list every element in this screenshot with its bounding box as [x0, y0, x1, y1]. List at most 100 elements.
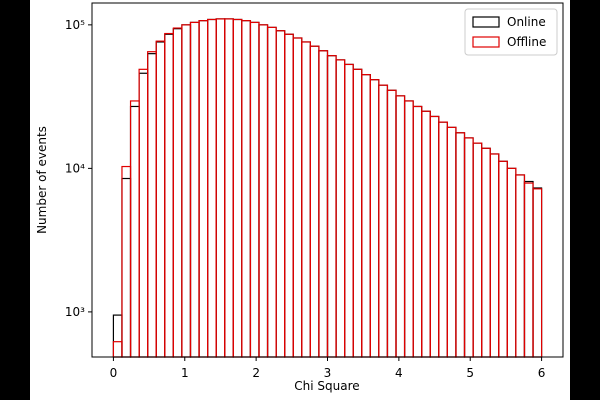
bar	[112, 341, 123, 358]
bar	[498, 160, 508, 358]
bar	[481, 147, 491, 358]
bar	[198, 20, 209, 358]
bar	[189, 21, 200, 358]
legend-box	[464, 8, 558, 56]
bar	[292, 37, 303, 358]
bar	[455, 132, 466, 358]
bar	[129, 100, 140, 358]
bar	[121, 177, 132, 358]
legend-label: Offline	[507, 35, 546, 49]
y-tick-label: 10⁴	[65, 161, 85, 175]
bar	[207, 18, 217, 358]
bar	[421, 110, 431, 358]
y-axis-label: Number of events	[35, 126, 49, 234]
bar	[472, 142, 483, 358]
bar	[429, 115, 440, 358]
bar	[395, 95, 406, 358]
bar	[386, 89, 397, 358]
bar	[258, 24, 269, 358]
bar	[335, 59, 346, 358]
bar	[147, 53, 157, 358]
bar	[326, 55, 337, 358]
bar	[412, 105, 423, 358]
bar	[309, 45, 320, 358]
side-strip	[0, 0, 30, 400]
bar	[232, 18, 243, 358]
bar	[224, 18, 234, 358]
bar	[403, 100, 414, 358]
bar	[155, 41, 166, 358]
bar	[455, 132, 466, 358]
bar	[258, 24, 269, 358]
bar	[438, 121, 448, 358]
bar	[352, 68, 363, 358]
bar	[172, 27, 183, 358]
bar	[386, 89, 397, 358]
bar	[309, 45, 320, 358]
bar	[344, 63, 354, 358]
bar	[284, 33, 294, 358]
bar	[215, 18, 226, 358]
bar	[446, 126, 457, 358]
x-tick-label: 5	[466, 366, 474, 380]
y-tick-label: 10³	[65, 305, 85, 319]
bar	[489, 153, 500, 358]
x-tick-label: 3	[324, 366, 332, 380]
bar	[369, 79, 380, 358]
bar	[249, 21, 260, 358]
y-tick-label: 10⁵	[65, 18, 85, 32]
bar	[378, 84, 389, 358]
x-tick-label: 4	[395, 366, 403, 380]
bar	[129, 105, 140, 358]
bar	[438, 121, 448, 358]
bar	[395, 95, 406, 358]
bar	[301, 41, 311, 358]
bar	[181, 24, 192, 358]
bar	[112, 314, 123, 358]
legend-swatch	[472, 16, 500, 28]
bar	[403, 100, 414, 358]
bar	[352, 68, 363, 358]
side-strip	[570, 0, 600, 400]
bar	[198, 20, 209, 358]
bar	[361, 74, 371, 358]
bar	[369, 79, 380, 358]
bar	[515, 174, 526, 358]
bar	[318, 50, 329, 358]
bar	[421, 110, 431, 358]
bar	[138, 68, 149, 358]
bar	[515, 174, 526, 358]
bar	[275, 30, 286, 358]
bar	[532, 187, 543, 358]
bar	[164, 33, 174, 358]
bar	[241, 20, 252, 358]
legend-swatch	[472, 36, 500, 48]
x-tick-label: 1	[181, 366, 189, 380]
bar	[266, 26, 277, 358]
bar	[155, 40, 166, 358]
x-axis-label: Chi Square	[294, 379, 359, 393]
bar	[463, 137, 474, 358]
bar	[412, 105, 423, 358]
bar	[506, 167, 517, 358]
bar	[472, 142, 483, 358]
bar	[523, 180, 534, 358]
bar	[429, 115, 440, 358]
bar	[292, 37, 303, 358]
bar	[147, 51, 157, 358]
bar	[446, 126, 457, 358]
bar	[344, 63, 354, 358]
bar	[463, 137, 474, 358]
bar	[498, 160, 508, 358]
bar	[232, 18, 243, 358]
bar	[326, 55, 337, 358]
bar	[181, 24, 192, 358]
bar	[506, 167, 517, 358]
bar	[481, 147, 491, 358]
bar	[266, 26, 277, 358]
bar	[361, 74, 371, 358]
bar	[215, 18, 226, 358]
bar	[378, 84, 389, 358]
bar	[207, 18, 217, 358]
